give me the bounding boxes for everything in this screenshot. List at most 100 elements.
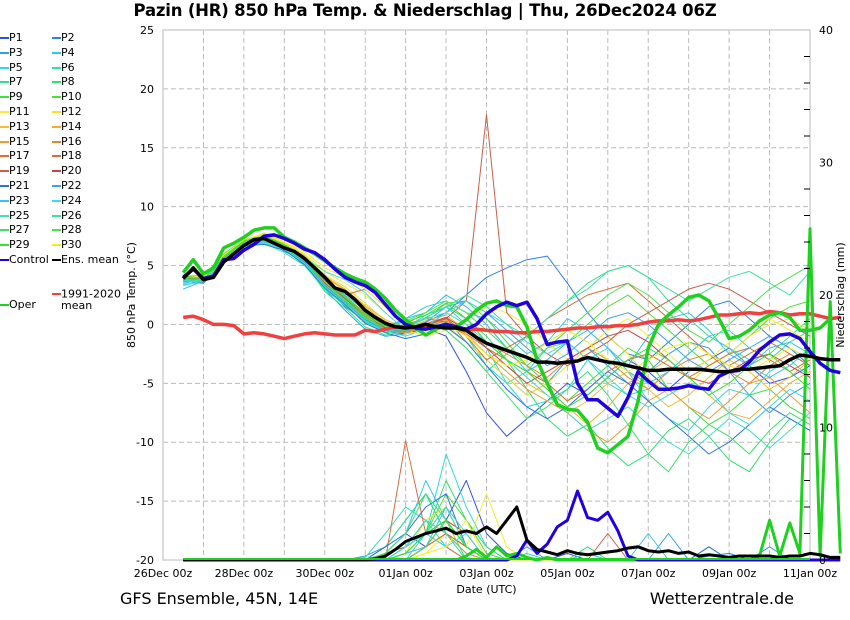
- member-temp-line-p13: [183, 238, 811, 414]
- legend-label: P21: [9, 179, 30, 192]
- y-tick-label: 20: [140, 83, 154, 96]
- legend-label: P4: [61, 45, 75, 59]
- legend-swatch: [52, 125, 61, 128]
- legend-swatch: [0, 66, 9, 69]
- x-tick-label: 01Jan 00z: [379, 567, 433, 580]
- y-tick-label: 0: [147, 318, 154, 331]
- legend-label: P19: [9, 164, 30, 178]
- legend-swatch: [0, 170, 9, 173]
- legend-item-p19: P19: [0, 164, 30, 178]
- legend-label: P29: [9, 238, 30, 252]
- legend-swatch: [0, 199, 9, 202]
- legend-item-p15: P15: [0, 135, 30, 149]
- legend-swatch: [0, 214, 9, 217]
- member-temp-line-p24: [183, 241, 811, 426]
- legend-label: P13: [9, 119, 30, 133]
- legend-label: P30: [61, 238, 82, 252]
- legend-swatch: [52, 199, 61, 202]
- legend-label: P16: [61, 134, 82, 148]
- member-precip-line-p18: [183, 440, 810, 561]
- y-tick-label: 10: [140, 201, 154, 214]
- key-series: [181, 226, 842, 562]
- legend-item-p29: P29: [0, 238, 30, 252]
- member-temp-line-p30: [183, 233, 811, 373]
- legend-item-p9: P9: [0, 90, 23, 104]
- legend-item-p5: P5: [0, 61, 23, 75]
- legend-label: Oper: [9, 297, 36, 311]
- legend-swatch: [52, 51, 61, 54]
- legend-item-p10: P10: [52, 90, 82, 104]
- legend-label: P6: [61, 60, 75, 74]
- legend-swatch: [52, 214, 61, 217]
- legend-item-p2: P2: [52, 31, 75, 45]
- legend-item-ens-mean: Ens. mean: [52, 253, 119, 267]
- legend-swatch: [0, 244, 9, 247]
- member-precip-line-p19: [183, 519, 810, 561]
- legend-item-p18: P18: [52, 149, 82, 163]
- legend-item-p13: P13: [0, 120, 30, 134]
- source-caption: Wetterzentrale.de: [649, 589, 794, 608]
- y-tick-label: -20: [136, 554, 154, 567]
- legend-item-p20: P20: [52, 164, 82, 178]
- oper-temp-line: [181, 226, 832, 455]
- legend-label: P1: [9, 31, 23, 44]
- legend-swatch: [0, 111, 9, 113]
- member-precip-line-p9: [183, 519, 810, 561]
- legend-swatch: [0, 81, 9, 84]
- legend-swatch: [0, 229, 9, 232]
- legend-item-oper: Oper: [0, 298, 36, 312]
- x-axis-label: Date (UTC): [456, 583, 516, 596]
- legend-item-p21: P21: [0, 179, 30, 193]
- y2-axis-label: Niederschlag (mm): [834, 242, 847, 347]
- legend-label: P25: [9, 208, 30, 222]
- legend-swatch: [0, 155, 9, 158]
- legend-label: P12: [61, 105, 82, 118]
- member-precip-line-p27: [183, 493, 810, 561]
- legend-label: P27: [9, 223, 30, 237]
- oper-precip-line: [183, 227, 842, 562]
- legend-swatch: [52, 37, 61, 39]
- legend-label: P8: [61, 75, 75, 89]
- legend-swatch: [52, 259, 61, 261]
- legend-label: P22: [61, 179, 82, 192]
- member-precip-line-p21: [183, 493, 810, 561]
- x-tick-label: 03Jan 00z: [459, 567, 513, 580]
- legend-label: P20: [61, 164, 82, 178]
- legend-item-p24: P24: [52, 194, 82, 208]
- legend-swatch: [52, 140, 61, 143]
- legend-label: P5: [9, 60, 23, 74]
- legend-swatch: [52, 155, 61, 158]
- legend-item-p11: P11: [0, 105, 30, 119]
- legend-label: 1991-2020: [61, 287, 121, 301]
- legend-label: P24: [61, 193, 82, 207]
- legend-swatch: [52, 229, 61, 232]
- legend-label: P7: [9, 75, 23, 89]
- y2-tick-label: 10: [819, 422, 833, 435]
- member-precip-line-p20: [183, 519, 810, 561]
- y-tick-label: 15: [140, 142, 154, 155]
- legend-item-p3: P3: [0, 46, 23, 60]
- y-tick-label: 25: [140, 24, 154, 37]
- chart-title: Pazin (HR) 850 hPa Temp. & Niederschlag …: [133, 1, 717, 20]
- y2-tick-label: 20: [819, 289, 833, 302]
- legend-swatch: [0, 140, 9, 143]
- member-temp-line-p29: [183, 235, 811, 408]
- member-precip-line-p25: [183, 519, 810, 561]
- x-tick-label: 28Dec 00z: [215, 567, 274, 580]
- legend-item-p16: P16: [52, 135, 82, 149]
- axes: 25 20 15 10 5 0 -5 -10 -15 -20 40 30 20 10 0 26Dec 00z 2…: [134, 24, 838, 580]
- legend-item-p6: P6: [52, 61, 75, 75]
- legend-item-p8: P8: [52, 75, 75, 89]
- member-precip-line-p29: [183, 519, 810, 561]
- legend-swatch: [52, 244, 61, 247]
- legend-swatch: [52, 292, 61, 295]
- legend-swatch: [0, 125, 9, 128]
- member-precip-line-p3: [183, 493, 810, 561]
- y2-tick-label: 30: [819, 157, 833, 170]
- legend-item-p22: P22: [52, 179, 82, 193]
- member-precip-line-p11: [183, 493, 810, 561]
- grid: [163, 30, 810, 560]
- legend-swatch: [52, 81, 61, 84]
- legend-swatch: [0, 303, 9, 306]
- member-temp-line-p21: [183, 243, 811, 455]
